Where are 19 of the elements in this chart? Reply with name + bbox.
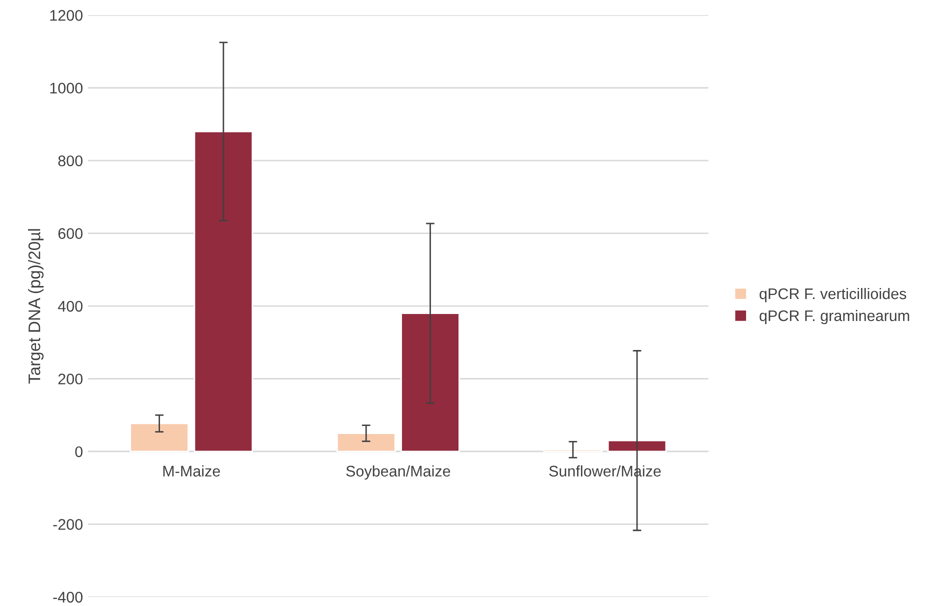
- bar: [130, 422, 189, 452]
- y-tick-label: 400: [58, 300, 83, 312]
- bar: [400, 312, 460, 452]
- y-tick-label: 1000: [50, 82, 83, 94]
- y-axis-title: Target DNA (pg)/20µl: [28, 229, 44, 384]
- bar: [194, 130, 254, 452]
- y-tick-label: 800: [58, 155, 83, 166]
- legend-label: qPCR F. graminearum: [760, 310, 910, 324]
- x-tick-label: Soybean/Maize: [346, 465, 450, 480]
- y-tick-label: -200: [53, 519, 83, 530]
- y-tick-label: 200: [58, 374, 83, 384]
- y-tick-label: 0: [75, 446, 83, 458]
- y-tick-label: 1200: [50, 10, 83, 21]
- bar: [336, 432, 396, 452]
- bar: [607, 440, 667, 452]
- y-tick-label: -400: [53, 592, 83, 603]
- x-tick-label: M-Maize: [163, 465, 220, 477]
- y-tick-label: 600: [58, 228, 83, 239]
- legend-label: qPCR F. verticillioides: [760, 288, 906, 302]
